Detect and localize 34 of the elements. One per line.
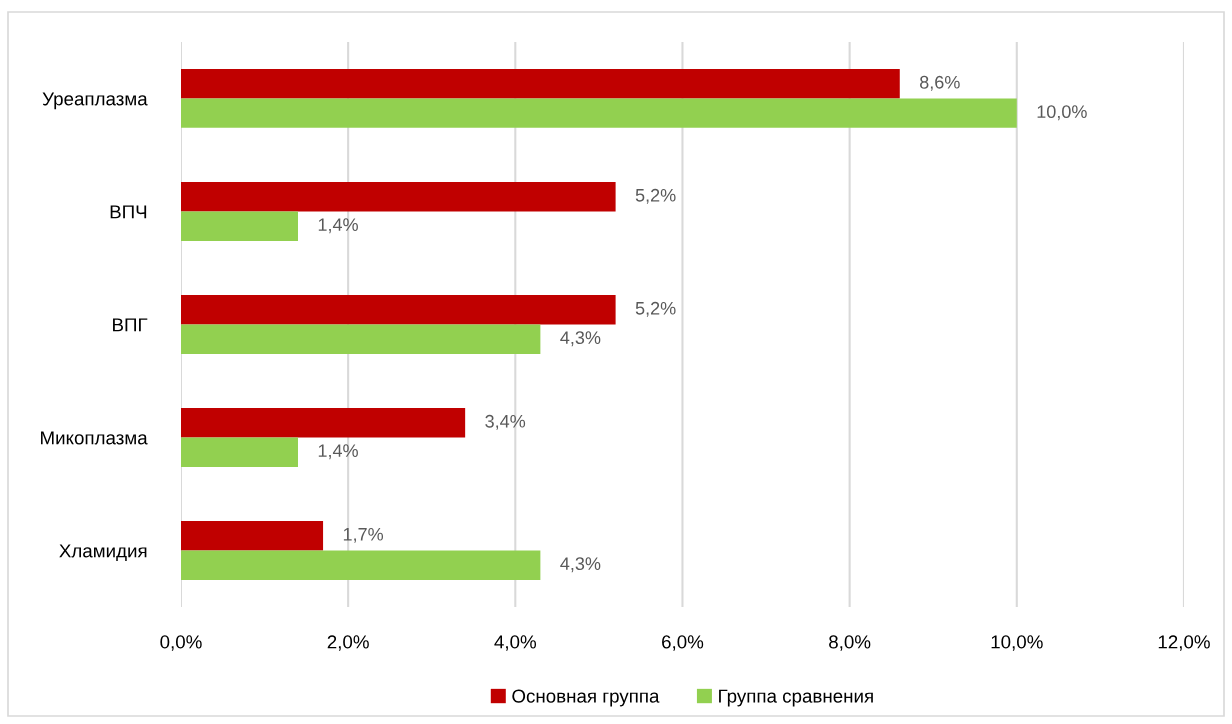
data-label: 1,7% [343,527,384,543]
x-tick-label: 0,0% [160,635,202,651]
data-label: 1,4% [318,218,358,234]
data-label: 1,4% [318,444,358,460]
bar [180,98,1017,128]
data-label: 5,2% [635,301,676,317]
legend-label: Группа сравнения [719,689,873,707]
data-label: 3,4% [485,414,526,430]
x-tick-label: 4,0% [494,635,537,651]
legend-label: Основная группа [512,689,660,707]
bar [180,408,466,438]
x-tick-label: 12,0% [1158,635,1210,651]
bar [180,295,616,325]
data-label: 4,3% [560,557,601,573]
bar [180,182,616,212]
data-label: 10,0% [1037,105,1087,121]
bar [180,69,900,99]
data-label: 4,3% [560,331,601,347]
y-tick-label: Хламидия [59,544,147,562]
bar [180,550,541,580]
data-label: 5,2% [635,188,676,204]
x-tick-label: 8,0% [829,635,871,651]
y-tick-label: ВПЧ [110,205,147,219]
x-tick-label: 10,0% [991,635,1043,651]
bar [180,324,541,354]
bar [180,437,298,467]
x-tick-label: 2,0% [327,635,369,651]
bar [180,521,324,551]
y-tick-label: ВПГ [113,318,148,332]
y-tick-label: Микоплазма [41,431,148,445]
y-tick-label: Уреаплазма [42,92,148,110]
bar [180,211,298,241]
data-label: 8,6% [920,75,960,91]
x-tick-label: 6,0% [662,635,704,651]
